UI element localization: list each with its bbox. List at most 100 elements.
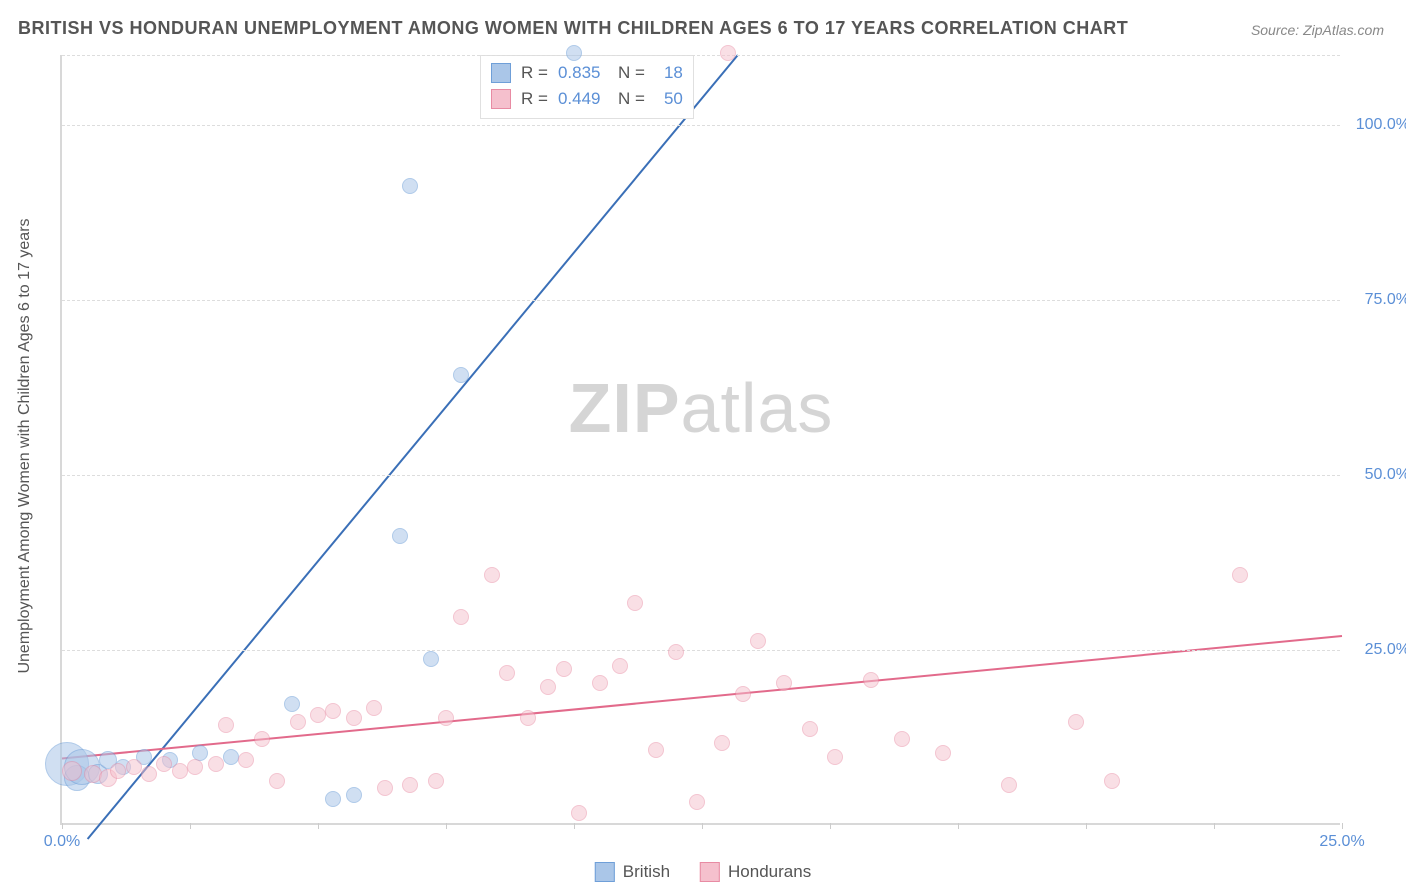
scatter-point bbox=[484, 567, 500, 583]
x-tick bbox=[1214, 823, 1215, 829]
source-attribution: Source: ZipAtlas.com bbox=[1251, 22, 1384, 38]
y-tick-label: 50.0% bbox=[1365, 466, 1406, 484]
stat-n-label: N = bbox=[618, 89, 645, 109]
scatter-point bbox=[290, 714, 306, 730]
x-tick bbox=[958, 823, 959, 829]
gridline bbox=[62, 650, 1340, 651]
stats-row: R = 0.449 N = 50 bbox=[491, 86, 683, 112]
scatter-point bbox=[141, 766, 157, 782]
scatter-point bbox=[377, 780, 393, 796]
x-tick-label: 0.0% bbox=[44, 833, 80, 851]
scatter-point bbox=[499, 665, 515, 681]
scatter-point bbox=[325, 791, 341, 807]
x-tick bbox=[190, 823, 191, 829]
scatter-point bbox=[894, 731, 910, 747]
y-tick-label: 75.0% bbox=[1365, 291, 1406, 309]
scatter-point bbox=[540, 679, 556, 695]
y-tick-label: 100.0% bbox=[1356, 116, 1406, 134]
scatter-point bbox=[187, 759, 203, 775]
scatter-point bbox=[238, 752, 254, 768]
x-tick bbox=[446, 823, 447, 829]
scatter-point bbox=[254, 731, 270, 747]
watermark: ZIPatlas bbox=[569, 368, 834, 448]
stat-n-value: 18 bbox=[655, 63, 683, 83]
x-tick bbox=[62, 823, 63, 829]
scatter-point bbox=[802, 721, 818, 737]
scatter-point bbox=[346, 710, 362, 726]
x-tick bbox=[1342, 823, 1343, 829]
scatter-point bbox=[126, 759, 142, 775]
trend-line bbox=[88, 55, 738, 839]
scatter-point bbox=[156, 756, 172, 772]
scatter-point bbox=[1232, 567, 1248, 583]
scatter-point bbox=[423, 651, 439, 667]
scatter-point bbox=[627, 595, 643, 611]
scatter-point bbox=[172, 763, 188, 779]
scatter-point bbox=[346, 787, 362, 803]
stat-r-value: 0.835 bbox=[558, 63, 608, 83]
gridline bbox=[62, 125, 1340, 126]
stat-r-label: R = bbox=[521, 63, 548, 83]
scatter-point bbox=[1001, 777, 1017, 793]
stats-legend: R = 0.835 N = 18 R = 0.449 N = 50 bbox=[480, 55, 694, 119]
scatter-point bbox=[325, 703, 341, 719]
scatter-point bbox=[556, 661, 572, 677]
chart-title: BRITISH VS HONDURAN UNEMPLOYMENT AMONG W… bbox=[18, 18, 1128, 39]
scatter-point bbox=[566, 45, 582, 61]
scatter-point bbox=[218, 717, 234, 733]
x-tick bbox=[574, 823, 575, 829]
scatter-point bbox=[392, 528, 408, 544]
scatter-point bbox=[714, 735, 730, 751]
x-tick bbox=[830, 823, 831, 829]
gridline bbox=[62, 300, 1340, 301]
trend-lines bbox=[62, 55, 1340, 823]
scatter-point bbox=[720, 45, 736, 61]
scatter-point bbox=[366, 700, 382, 716]
legend-item: Hondurans bbox=[700, 862, 811, 882]
legend-swatch bbox=[491, 63, 511, 83]
legend-swatch bbox=[491, 89, 511, 109]
series-legend: British Hondurans bbox=[595, 862, 811, 882]
scatter-point bbox=[827, 749, 843, 765]
scatter-point bbox=[438, 710, 454, 726]
scatter-point bbox=[648, 742, 664, 758]
x-tick bbox=[1086, 823, 1087, 829]
scatter-point bbox=[284, 696, 300, 712]
scatter-point bbox=[1104, 773, 1120, 789]
stat-r-label: R = bbox=[521, 89, 548, 109]
scatter-point bbox=[402, 777, 418, 793]
scatter-point bbox=[310, 707, 326, 723]
legend-item: British bbox=[595, 862, 670, 882]
stats-row: R =0.835N =18 bbox=[491, 60, 683, 86]
y-tick-label: 25.0% bbox=[1365, 641, 1406, 659]
scatter-point bbox=[453, 367, 469, 383]
stat-r-value: 0.449 bbox=[558, 89, 608, 109]
legend-swatch bbox=[595, 862, 615, 882]
scatter-point bbox=[520, 710, 536, 726]
scatter-point bbox=[1068, 714, 1084, 730]
stat-n-value: 50 bbox=[655, 89, 683, 109]
scatter-point bbox=[935, 745, 951, 761]
scatter-point bbox=[863, 672, 879, 688]
plot-area: ZIPatlas R =0.835N =18R =0.449N =50 25.0… bbox=[60, 55, 1340, 825]
scatter-point bbox=[62, 761, 82, 781]
legend-swatch bbox=[700, 862, 720, 882]
scatter-point bbox=[750, 633, 766, 649]
scatter-point bbox=[735, 686, 751, 702]
legend-label: Hondurans bbox=[728, 862, 811, 882]
scatter-point bbox=[776, 675, 792, 691]
scatter-point bbox=[428, 773, 444, 789]
gridline bbox=[62, 475, 1340, 476]
scatter-point bbox=[208, 756, 224, 772]
scatter-point bbox=[689, 794, 705, 810]
legend-label: British bbox=[623, 862, 670, 882]
scatter-point bbox=[223, 749, 239, 765]
x-tick bbox=[318, 823, 319, 829]
scatter-point bbox=[453, 609, 469, 625]
scatter-point bbox=[402, 178, 418, 194]
gridline bbox=[62, 55, 1340, 56]
scatter-point bbox=[571, 805, 587, 821]
x-tick-label: 25.0% bbox=[1319, 833, 1364, 851]
scatter-point bbox=[592, 675, 608, 691]
x-tick bbox=[702, 823, 703, 829]
